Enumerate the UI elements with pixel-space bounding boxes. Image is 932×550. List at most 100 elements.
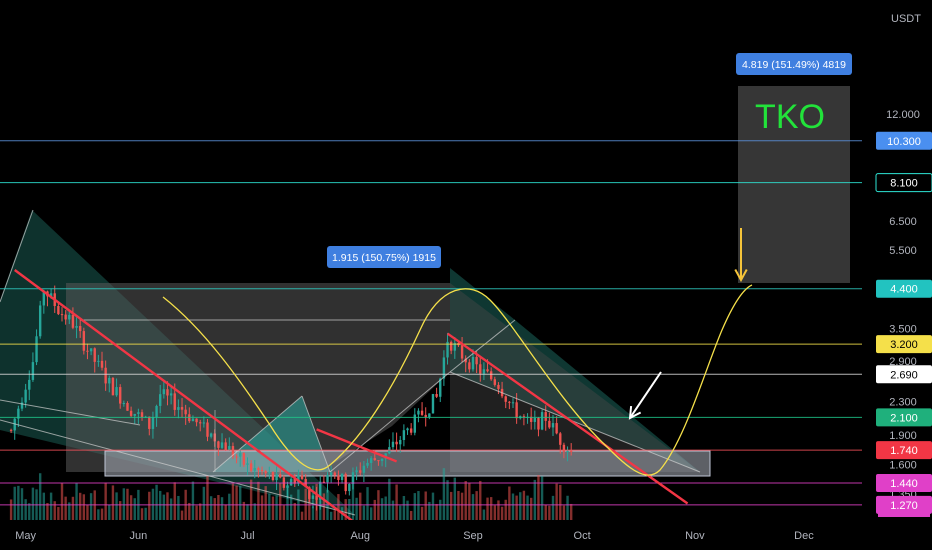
candle-body xyxy=(86,350,89,352)
price-tick-label: 2.300 xyxy=(889,397,917,409)
price-level-tag[interactable] xyxy=(876,279,932,298)
time-tick-label: Jul xyxy=(240,530,254,542)
candle-body xyxy=(271,472,275,481)
candle-body xyxy=(24,389,27,403)
volume-bar xyxy=(275,495,278,520)
candle-body xyxy=(224,442,227,451)
price-level-tag[interactable] xyxy=(876,473,932,492)
volume-bar xyxy=(449,491,453,520)
price-level-tag[interactable] xyxy=(876,365,932,384)
candle-body xyxy=(57,306,60,315)
candle-body xyxy=(111,377,115,396)
candle-body xyxy=(409,428,413,433)
candle-body xyxy=(195,418,198,423)
volume-bar xyxy=(366,487,369,520)
candle-body xyxy=(522,416,526,418)
volume-bar xyxy=(71,496,75,520)
price-level-tag-label: 10.300 xyxy=(887,136,921,148)
candle-body xyxy=(544,412,547,421)
volume-bar xyxy=(20,488,24,520)
candle-body xyxy=(511,402,515,404)
candle-body xyxy=(515,402,518,419)
volume-bar xyxy=(399,505,402,520)
candle-body xyxy=(351,472,355,484)
candle-body xyxy=(479,364,482,374)
volume-bar xyxy=(115,492,118,520)
candle-body xyxy=(329,472,333,476)
candle-body xyxy=(129,410,133,416)
candle-body xyxy=(559,433,562,445)
candle-body xyxy=(359,470,362,473)
volume-bar xyxy=(206,475,209,520)
volume-bar xyxy=(359,492,362,520)
annotation-layer: 1.915 (150.75%) 1915 4.819 (151.49%) 4819… xyxy=(0,53,862,528)
price-level-tag[interactable] xyxy=(876,441,932,460)
candle-body xyxy=(202,422,206,424)
candle-body xyxy=(249,463,253,471)
entry-arrow-icon-head xyxy=(628,405,642,420)
volume-bar xyxy=(173,482,176,520)
candle-body xyxy=(482,369,486,374)
symbol-label: TKO xyxy=(755,98,825,136)
volume-bar xyxy=(239,485,242,520)
candle-body xyxy=(71,314,75,328)
price-tick-label: 3.500 xyxy=(889,324,917,336)
candle-body xyxy=(260,470,264,472)
candle-body xyxy=(166,389,169,396)
price-marker xyxy=(878,513,930,517)
volume-bar xyxy=(169,498,173,520)
candle-body xyxy=(340,473,344,480)
candle-body xyxy=(435,394,438,397)
time-tick-label: Dec xyxy=(794,530,814,542)
candle-body xyxy=(497,384,500,389)
support-zone xyxy=(105,451,710,476)
candle-body xyxy=(49,293,53,297)
volume-bar xyxy=(562,505,566,520)
candle-body xyxy=(406,428,409,431)
price-level-tag[interactable] xyxy=(876,335,932,354)
candle-body xyxy=(35,336,38,363)
volume-bar xyxy=(319,500,322,520)
volume-bar xyxy=(362,505,366,520)
volume-bar xyxy=(428,501,431,520)
volume-bar xyxy=(569,503,573,520)
price-tick-label: 1.600 xyxy=(889,460,917,472)
volume-bar xyxy=(100,508,104,520)
price-level-tag[interactable] xyxy=(876,495,932,514)
volume-bar xyxy=(282,505,286,520)
pattern-line xyxy=(0,209,34,303)
candle-body xyxy=(151,417,155,429)
candle-body xyxy=(279,474,282,478)
volume-bar xyxy=(231,483,235,520)
price-level-tag[interactable] xyxy=(876,408,932,427)
volume-bar xyxy=(424,491,427,520)
volume-bar xyxy=(180,510,184,520)
support-zone-border xyxy=(104,450,711,477)
volume-bar xyxy=(82,494,86,520)
price-tick-label: 2.900 xyxy=(889,356,917,368)
price-level-tag[interactable] xyxy=(876,131,932,150)
volume-bar xyxy=(129,495,133,520)
volume-bar xyxy=(260,495,264,520)
candle-body xyxy=(104,367,107,384)
candle-body xyxy=(540,412,544,430)
pattern-line xyxy=(212,395,303,473)
volume-bar xyxy=(460,492,464,520)
candle-body xyxy=(239,453,242,457)
volume-bar xyxy=(195,505,198,520)
volume-bar xyxy=(162,494,166,520)
volume-bar xyxy=(228,493,231,520)
volume-bar xyxy=(442,468,446,520)
price-level-tag-label: 4.400 xyxy=(890,284,918,296)
volume-bar xyxy=(453,477,457,520)
candle-body xyxy=(242,453,246,465)
candle-body xyxy=(206,422,209,437)
volume-bar xyxy=(497,500,500,520)
price-level-tag-label: 1.440 xyxy=(890,478,918,490)
price-level-tag[interactable] xyxy=(875,173,932,193)
volume-bar xyxy=(369,507,373,520)
volume-bar xyxy=(53,501,56,520)
time-tick-label: Aug xyxy=(350,530,370,542)
pattern-line xyxy=(0,399,141,426)
